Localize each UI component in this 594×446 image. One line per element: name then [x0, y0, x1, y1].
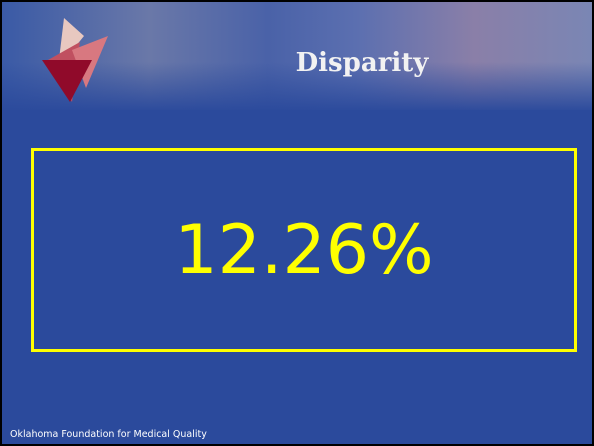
footer: Oklahoma Foundation for Medical Quality	[10, 429, 207, 440]
slide-title: Disparity	[252, 48, 472, 78]
highlight-box: 12.26%	[31, 148, 577, 352]
page: Disparity 12.26% Oklahoma Foundation for…	[0, 0, 594, 446]
slide: Disparity 12.26% Oklahoma Foundation for…	[0, 0, 594, 446]
logo	[42, 10, 122, 110]
figure: 12.26%	[174, 211, 433, 290]
